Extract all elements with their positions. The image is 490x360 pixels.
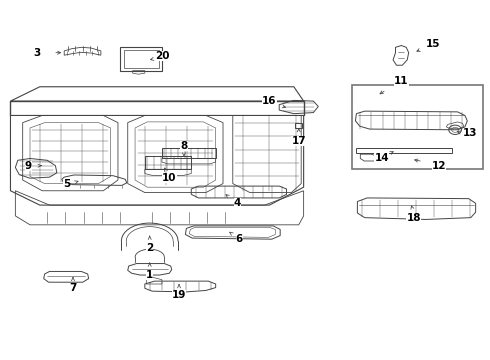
Bar — [295, 123, 302, 128]
Text: 6: 6 — [236, 234, 243, 244]
Text: 4: 4 — [234, 198, 242, 208]
Bar — [352, 85, 484, 169]
Text: 12: 12 — [432, 161, 446, 171]
Text: 3: 3 — [34, 48, 41, 58]
Text: 18: 18 — [406, 213, 421, 222]
Text: 8: 8 — [180, 141, 188, 151]
Bar — [124, 50, 159, 68]
Text: 13: 13 — [463, 129, 477, 138]
Text: 7: 7 — [69, 283, 77, 293]
Text: 17: 17 — [292, 136, 306, 145]
Text: 16: 16 — [262, 96, 277, 106]
Bar — [145, 156, 191, 169]
Bar — [162, 148, 216, 158]
Bar — [121, 47, 162, 71]
Text: 20: 20 — [155, 51, 169, 61]
Text: 11: 11 — [394, 76, 409, 86]
Text: 14: 14 — [374, 153, 389, 163]
Text: 10: 10 — [162, 173, 176, 183]
Text: 1: 1 — [146, 270, 153, 280]
Text: 2: 2 — [146, 243, 153, 253]
Text: 5: 5 — [63, 179, 70, 189]
Text: 9: 9 — [25, 161, 32, 171]
Bar — [356, 148, 452, 153]
Text: 15: 15 — [426, 39, 441, 49]
Text: 19: 19 — [172, 290, 186, 300]
